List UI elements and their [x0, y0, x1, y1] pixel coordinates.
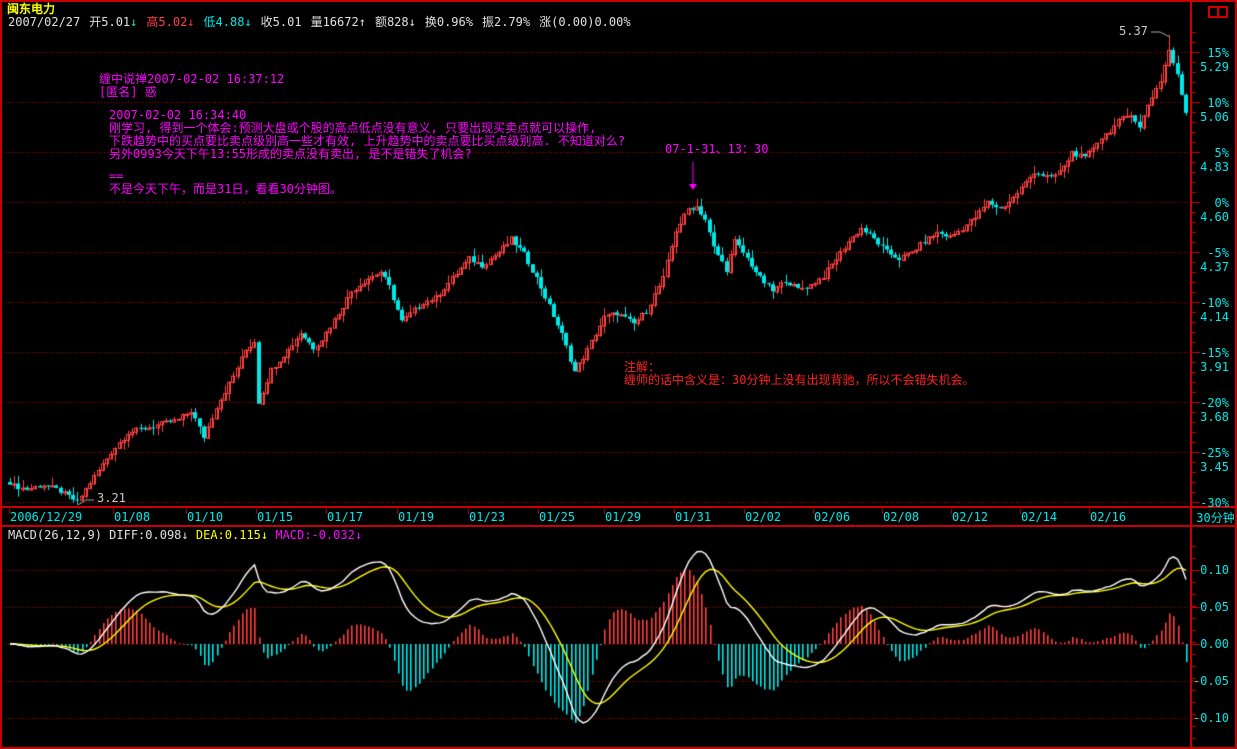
quote-info-bar: 2007/02/27 开5.01↓ 高5.02↓ 低4.88↓ 收5.01 量16672↑…: [8, 16, 640, 29]
stock-name-title: 闽东电力: [7, 2, 56, 16]
chat-annotation-block-2: 2007-02-02 16:34:40 刚学习, 得到一个体会:预测大盘或个股的…: [109, 108, 626, 161]
macd-axis-label: -0.10: [1192, 711, 1229, 725]
trend-arrow-icon: ↓: [354, 528, 363, 542]
trend-arrow-icon: ↑: [358, 15, 366, 29]
date-axis-label: 01/08: [114, 510, 151, 524]
trend-arrow-icon: ↓: [187, 15, 195, 29]
macd-indicator-labels: MACD(26,12,9) DIFF:0.098↓ DEA:0.115↓ MAC…: [8, 529, 362, 542]
info-field: 振2.79%: [481, 15, 531, 29]
date-axis-label: 01/10: [187, 510, 224, 524]
info-field: MACD(26,12,9): [8, 528, 102, 542]
price-axis-pct-label: -15%: [1200, 346, 1229, 360]
price-axis-price-label: 5.29: [1200, 60, 1229, 74]
date-axis-label: 01/23: [469, 510, 506, 524]
date-axis-label: 2006/12/29: [10, 510, 83, 524]
info-field: 收5.01: [260, 15, 302, 29]
price-axis-price-label: 3.45: [1200, 460, 1229, 474]
date-axis-label: 02/06: [814, 510, 851, 524]
macd-axis-label: 0.00: [1200, 637, 1229, 651]
info-field: 涨(0.00)0.00%: [539, 15, 631, 29]
info-field: 低4.88↓: [203, 15, 252, 29]
date-axis-label: 01/19: [398, 510, 435, 524]
info-field: DIFF:0.098↓: [101, 528, 189, 542]
price-axis-pct-label: 5%: [1214, 146, 1229, 160]
low-price-marker: 3.21: [97, 491, 126, 505]
trend-arrow-icon: ↓: [408, 15, 416, 29]
price-axis-price-label: 3.91: [1200, 360, 1229, 374]
info-field: DEA:0.115↓: [188, 528, 269, 542]
price-axis-price-label: 4.60: [1200, 210, 1229, 224]
trend-arrow-icon: ↓: [130, 15, 138, 29]
trend-arrow-icon: ↓: [244, 15, 252, 29]
price-axis-pct-label: -20%: [1200, 396, 1229, 410]
red-note-annotation: 注解： 缠师的话中含义是：30分钟上没有出现背驰，所以不会错失机会。: [624, 360, 975, 387]
trend-arrow-icon: ↓: [260, 528, 269, 542]
price-axis-price-label: 4.83: [1200, 160, 1229, 174]
macd-axis-label: 0.10: [1200, 563, 1229, 577]
date-axis-label: 02/16: [1090, 510, 1127, 524]
macd-axis-label: -0.05: [1192, 674, 1229, 688]
info-field: MACD:-0.032↓: [268, 528, 363, 542]
info-field: 额828↓: [374, 15, 416, 29]
chat-annotation-block-1: 缠中说禅2007-02-02 16:37:12 [匿名] 惑: [99, 72, 285, 99]
high-price-marker: 5.37: [1119, 24, 1148, 38]
info-field: 2007/02/27: [8, 15, 81, 29]
price-axis-price-label: 5.06: [1200, 110, 1229, 124]
daily-period-icon[interactable]: [1208, 6, 1228, 18]
date-axis-label: 02/02: [745, 510, 782, 524]
period-selector-label[interactable]: 30分钟: [1196, 511, 1235, 525]
info-field: 开5.01↓: [89, 15, 138, 29]
trend-arrow-icon: ↓: [181, 528, 189, 542]
price-axis-pct-label: -30%: [1200, 496, 1229, 510]
date-axis-label: 01/31: [675, 510, 712, 524]
axis-divider-line: [1190, 2, 1192, 747]
date-axis-label: 01/25: [539, 510, 576, 524]
price-axis-price-label: 3.68: [1200, 410, 1229, 424]
date-axis-label: 01/29: [605, 510, 642, 524]
info-field: 高5.02↓: [146, 15, 195, 29]
chat-annotation-block-3: == 不是今天下午，而是31日，看看30分钟图。: [109, 169, 342, 196]
date-axis-label: 01/17: [327, 510, 364, 524]
price-axis-pct-label: 15%: [1207, 46, 1229, 60]
price-axis-price-label: 4.37: [1200, 260, 1229, 274]
event-time-annotation: 07-1-31、13：30: [665, 142, 769, 156]
price-axis-pct-label: 10%: [1207, 96, 1229, 110]
date-strip-top-border: [2, 506, 1235, 508]
price-axis-pct-label: -25%: [1200, 446, 1229, 460]
price-axis-price-label: 4.14: [1200, 310, 1229, 324]
macd-axis-label: 0.05: [1200, 600, 1229, 614]
price-axis-pct-label: -10%: [1200, 296, 1229, 310]
date-axis-label: 01/15: [257, 510, 294, 524]
info-field: 量16672↑: [310, 15, 366, 29]
info-field: 换0.96%: [424, 15, 473, 29]
date-axis-label: 02/12: [952, 510, 989, 524]
price-axis-pct-label: -5%: [1207, 246, 1229, 260]
date-strip-bottom-border: [2, 525, 1235, 527]
date-axis-label: 02/14: [1021, 510, 1058, 524]
date-axis-label: 02/08: [883, 510, 920, 524]
price-axis-pct-label: 0%: [1214, 196, 1229, 210]
